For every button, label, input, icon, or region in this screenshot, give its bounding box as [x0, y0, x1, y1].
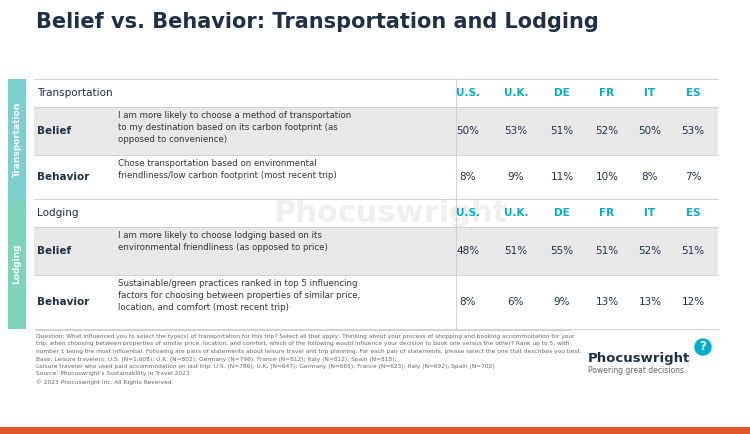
Text: IT: IT — [644, 88, 656, 98]
Text: Belief: Belief — [37, 126, 71, 136]
Text: Transportation: Transportation — [37, 88, 112, 98]
Bar — [34, 79, 718, 107]
Text: Powering great decisions.: Powering great decisions. — [588, 366, 686, 375]
Text: Base: Leisure travelers: U.S. (N=1,008); U.K. (N=802); Germany (N=796); France (: Base: Leisure travelers: U.S. (N=1,008);… — [36, 356, 397, 362]
Text: 52%: 52% — [596, 126, 619, 136]
Text: I am more likely to choose lodging based on its
environmental friendliness (as o: I am more likely to choose lodging based… — [118, 231, 328, 252]
Text: ES: ES — [686, 88, 700, 98]
Text: Behavior: Behavior — [37, 172, 89, 182]
Text: Question: What influenced you to select the type(s) of transportation for this t: Question: What influenced you to select … — [36, 334, 574, 339]
Bar — [34, 227, 718, 275]
Text: DE: DE — [554, 208, 570, 218]
Text: 55%: 55% — [550, 246, 574, 256]
Text: 13%: 13% — [596, 297, 619, 307]
Text: I am more likely to choose a method of transportation
to my destination based on: I am more likely to choose a method of t… — [118, 111, 351, 144]
Text: 50%: 50% — [457, 126, 479, 136]
Bar — [34, 155, 718, 199]
Text: 12%: 12% — [682, 297, 704, 307]
Text: 51%: 51% — [505, 246, 527, 256]
Text: U.S.: U.S. — [456, 88, 480, 98]
Text: FR: FR — [599, 208, 614, 218]
Text: 7%: 7% — [685, 172, 701, 182]
Bar — [34, 107, 718, 155]
Text: 9%: 9% — [554, 297, 570, 307]
Text: Leisure traveler who used paid accommodation on last trip: U.S. (N=786); U.K. (N: Leisure traveler who used paid accommoda… — [36, 364, 495, 369]
Text: Sustainable/green practices ranked in top 5 influencing
factors for choosing bet: Sustainable/green practices ranked in to… — [118, 279, 360, 312]
Text: Phocuswright: Phocuswright — [273, 200, 507, 228]
Text: 9%: 9% — [508, 172, 524, 182]
Bar — [8, 79, 26, 199]
Text: © 2023 Phocuswright Inc. All Rights Reserved.: © 2023 Phocuswright Inc. All Rights Rese… — [36, 379, 173, 385]
Circle shape — [695, 339, 711, 355]
Text: 51%: 51% — [682, 246, 704, 256]
Text: 8%: 8% — [460, 297, 476, 307]
Text: Phocuswright: Phocuswright — [588, 352, 690, 365]
Text: 52%: 52% — [638, 246, 662, 256]
Text: 10%: 10% — [596, 172, 619, 182]
Text: Lodging: Lodging — [13, 243, 22, 284]
Text: Transportation: Transportation — [13, 101, 22, 177]
Bar — [34, 199, 718, 227]
Text: trip, when choosing between properties of similar price, location, and comfort, : trip, when choosing between properties o… — [36, 342, 569, 346]
Text: 51%: 51% — [550, 126, 574, 136]
Text: ES: ES — [686, 208, 700, 218]
Text: 6%: 6% — [508, 297, 524, 307]
Bar — [8, 199, 26, 329]
Text: IT: IT — [644, 208, 656, 218]
Text: Belief: Belief — [37, 246, 71, 256]
Text: ?: ? — [700, 341, 706, 354]
Text: 50%: 50% — [638, 126, 662, 136]
Text: Chose transportation based on environmental
friendliness/low carbon footprint (m: Chose transportation based on environmen… — [118, 159, 337, 180]
Text: Lodging: Lodging — [37, 208, 79, 218]
Text: U.K.: U.K. — [504, 208, 528, 218]
Text: Belief vs. Behavior: Transportation and Lodging: Belief vs. Behavior: Transportation and … — [36, 12, 598, 32]
Text: 53%: 53% — [505, 126, 527, 136]
Text: 8%: 8% — [642, 172, 658, 182]
Text: Behavior: Behavior — [37, 297, 89, 307]
Text: FR: FR — [599, 88, 614, 98]
Text: U.S.: U.S. — [456, 208, 480, 218]
Text: U.K.: U.K. — [504, 88, 528, 98]
Text: number 1 being the most influential. Following are pairs of statements about lei: number 1 being the most influential. Fol… — [36, 349, 582, 354]
Bar — [0, 427, 750, 434]
Text: DE: DE — [554, 88, 570, 98]
Text: 48%: 48% — [457, 246, 479, 256]
Text: 8%: 8% — [460, 172, 476, 182]
Text: 11%: 11% — [550, 172, 574, 182]
Text: Source: Phocuswright’s Sustainability in Travel 2023: Source: Phocuswright’s Sustainability in… — [36, 372, 190, 377]
Text: 13%: 13% — [638, 297, 662, 307]
Text: 53%: 53% — [682, 126, 704, 136]
Bar — [34, 275, 718, 329]
Text: 51%: 51% — [596, 246, 619, 256]
